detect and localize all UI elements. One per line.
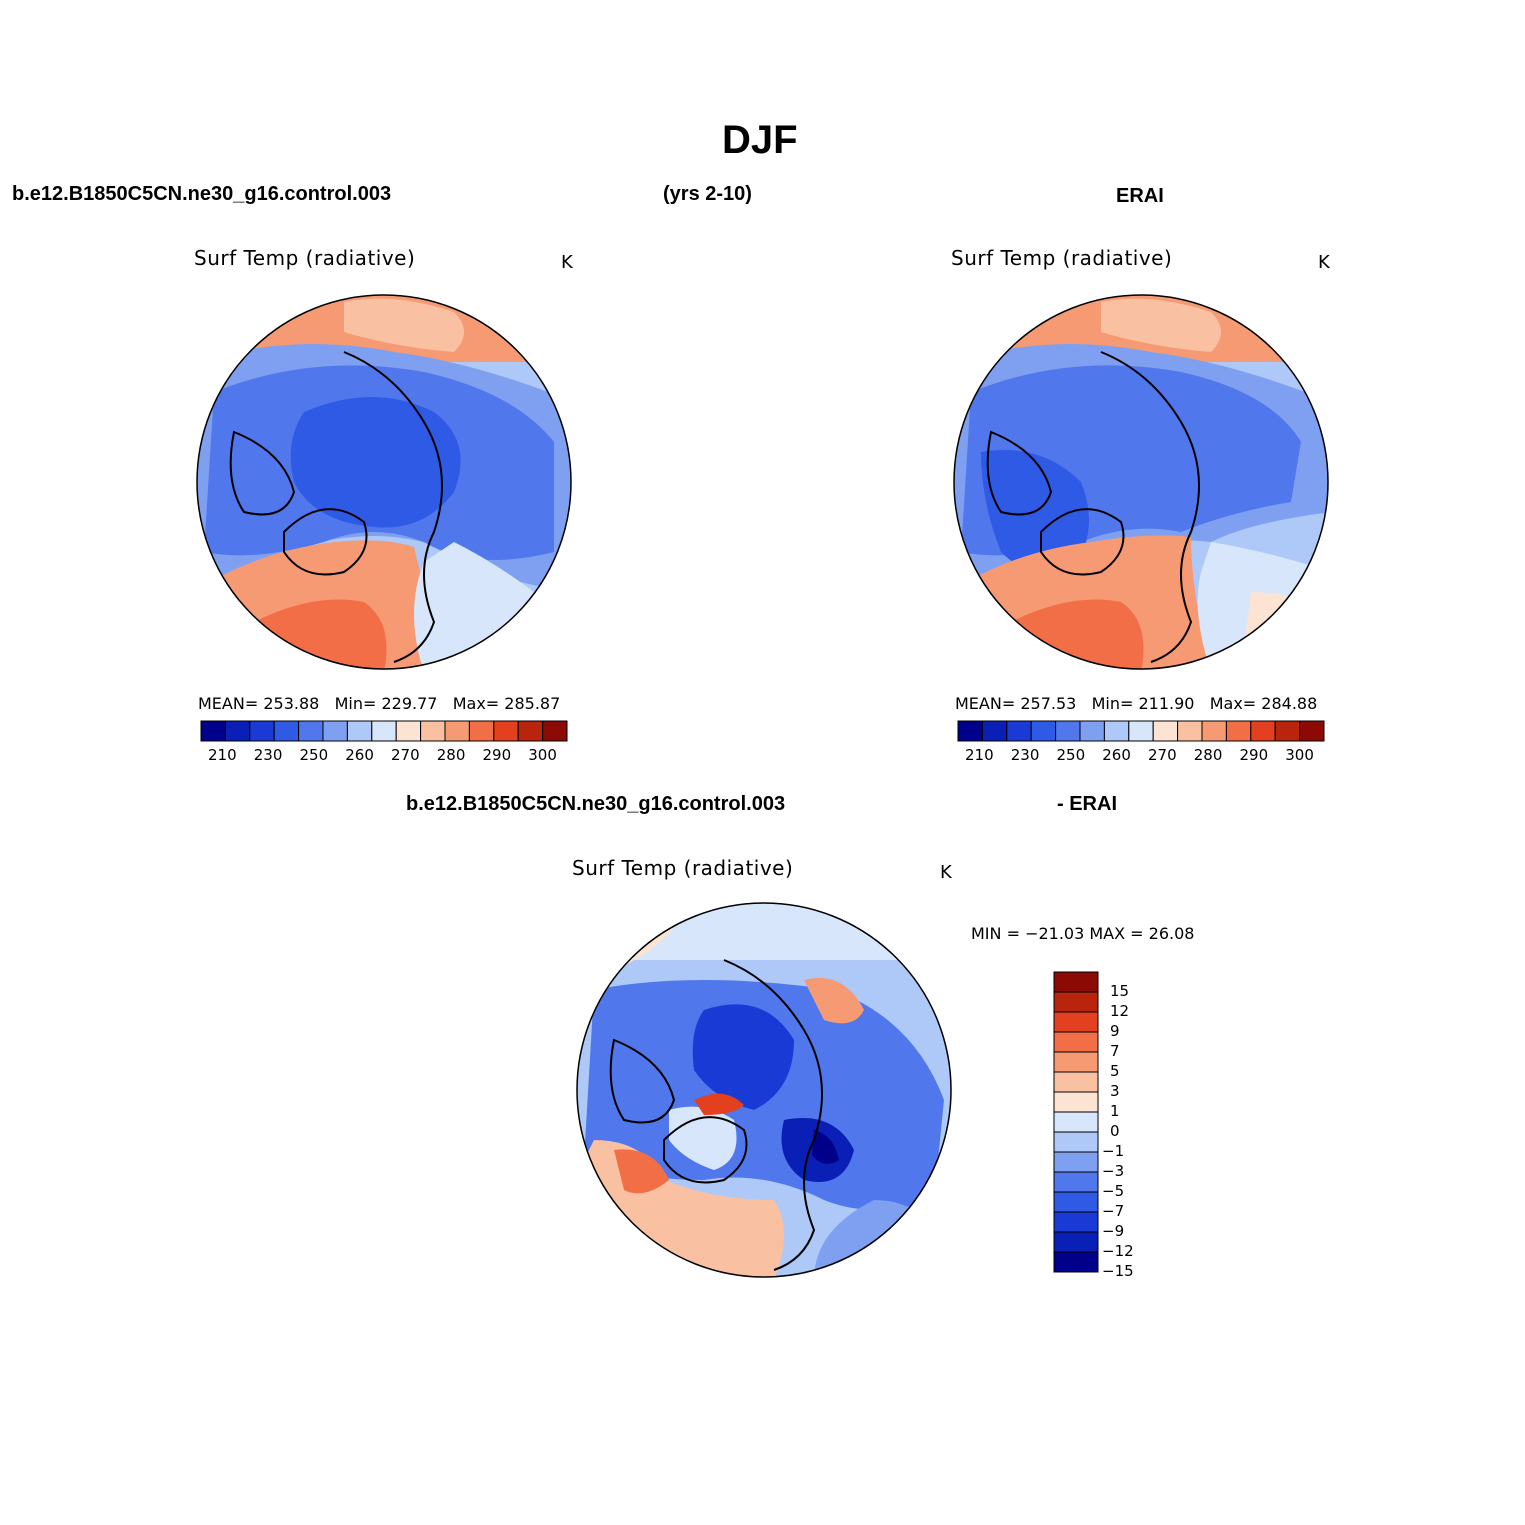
years-label: (yrs 2-10): [663, 183, 752, 205]
colorbar-tick-label: 15: [1110, 982, 1130, 1000]
colorbar-swatch: [517, 720, 544, 742]
colorbar-swatch: [1201, 720, 1227, 742]
colorbar-tick-label: 210: [965, 746, 994, 764]
colorbar-swatch: [1274, 720, 1301, 742]
colorbar-swatch: [1152, 720, 1179, 742]
colorbar-swatch: [371, 720, 397, 742]
colorbar-swatch: [273, 720, 300, 742]
colorbar-tick-label: 280: [1193, 746, 1223, 764]
colorbar-swatch: [1053, 1051, 1099, 1073]
colorbar-tick-label: 250: [1056, 746, 1086, 764]
colorbar-swatch: [1053, 1031, 1099, 1053]
colorbar-tick-label: 3: [1110, 1082, 1120, 1100]
colorbar-swatch: [1079, 720, 1105, 742]
colorbar-tick-label: 210: [208, 746, 237, 764]
colorbar-tick-label: 230: [253, 746, 283, 764]
colorbar-swatch: [1128, 720, 1154, 742]
obs-name-label: ERAI: [1116, 185, 1164, 207]
colorbar-swatch: [1103, 720, 1130, 742]
obs-polar-map: [953, 294, 1329, 670]
colorbar-tick-label: 300: [1285, 746, 1314, 764]
colorbar-tick-label: −15: [1102, 1262, 1134, 1280]
colorbar-swatch: [1053, 1071, 1099, 1093]
colorbar-swatch: [444, 720, 470, 742]
colorbar-swatch: [1053, 1131, 1099, 1153]
page-title: DJF: [722, 118, 798, 162]
colorbar-tick-label: 280: [436, 746, 466, 764]
colorbar-tick-label: 250: [299, 746, 329, 764]
colorbar-swatch: [1225, 720, 1252, 742]
colorbar-tick-label: 270: [391, 746, 420, 764]
colorbar-tick-label: 300: [528, 746, 557, 764]
colorbar-swatch: [1053, 1231, 1099, 1253]
colorbar-tick-label: 260: [345, 746, 374, 764]
colorbar-swatch: [1053, 1011, 1099, 1033]
colorbar-tick-label: −5: [1102, 1182, 1125, 1200]
colorbar-tick-label: 260: [1102, 746, 1131, 764]
colorbar-tick-label: 9: [1110, 1022, 1120, 1040]
colorbar-tick-label: −12: [1102, 1242, 1134, 1260]
diff-minmax: MIN = −21.03 MAX = 26.08: [971, 924, 1195, 943]
colorbar-tick-label: −7: [1102, 1202, 1125, 1220]
colorbar-swatch: [1053, 971, 1099, 993]
colorbar-tick-label: 7: [1110, 1042, 1120, 1060]
colorbar-tick-label: 1: [1110, 1102, 1120, 1120]
diff-polar-map: [576, 902, 952, 1278]
model-plot-title: Surf Temp (radiative): [194, 246, 416, 270]
colorbar-swatch: [1006, 720, 1032, 742]
colorbar-swatch: [1299, 720, 1325, 742]
colorbar-swatch: [1030, 720, 1057, 742]
colorbar-swatch: [1177, 720, 1203, 742]
colorbar-tick-label: 12: [1110, 1002, 1130, 1020]
obs-stats: MEAN= 257.53 Min= 211.90 Max= 284.88: [955, 694, 1318, 713]
colorbar-tick-label: −3: [1102, 1162, 1125, 1180]
colorbar-swatch: [200, 720, 226, 742]
colorbar-swatch: [1053, 1211, 1099, 1233]
colorbar-tick-label: 5: [1110, 1062, 1120, 1080]
model-colorbar: [200, 720, 568, 742]
colorbar-tick-label: 230: [1010, 746, 1040, 764]
colorbar-swatch: [542, 720, 568, 742]
colorbar-swatch: [298, 720, 324, 742]
obs-plot-title: Surf Temp (radiative): [951, 246, 1173, 270]
diff-obs-label: - ERAI: [1057, 793, 1117, 815]
colorbar-swatch: [249, 720, 275, 742]
colorbar-tick-label: 290: [482, 746, 512, 764]
colorbar-swatch: [493, 720, 519, 742]
colorbar-swatch: [981, 720, 1008, 742]
diff-case-label: b.e12.B1850C5CN.ne30_g16.control.003: [406, 793, 786, 815]
colorbar-swatch: [224, 720, 251, 742]
colorbar-swatch: [1053, 1151, 1099, 1173]
diff-plot-title: Surf Temp (radiative): [572, 856, 794, 880]
colorbar-swatch: [1053, 1251, 1099, 1273]
diff-colorbar: [1053, 971, 1099, 1273]
colorbar-tick-label: 270: [1148, 746, 1177, 764]
model-stats: MEAN= 253.88 Min= 229.77 Max= 285.87: [198, 694, 561, 713]
colorbar-swatch: [1250, 720, 1276, 742]
model-units: K: [561, 252, 573, 273]
colorbar-swatch: [395, 720, 422, 742]
obs-colorbar: [957, 720, 1325, 742]
colorbar-tick-label: −1: [1102, 1142, 1125, 1160]
diff-units: K: [940, 862, 952, 883]
colorbar-swatch: [1053, 991, 1099, 1013]
model-polar-map: [196, 294, 572, 670]
colorbar-swatch: [468, 720, 495, 742]
colorbar-swatch: [957, 720, 983, 742]
colorbar-swatch: [1053, 1191, 1099, 1213]
colorbar-swatch: [420, 720, 446, 742]
colorbar-swatch: [1053, 1171, 1099, 1193]
colorbar-swatch: [322, 720, 348, 742]
colorbar-swatch: [1053, 1091, 1099, 1113]
colorbar-swatch: [346, 720, 373, 742]
colorbar-tick-label: 290: [1239, 746, 1269, 764]
case-name-label: b.e12.B1850C5CN.ne30_g16.control.003: [12, 183, 392, 205]
obs-units: K: [1318, 252, 1330, 273]
colorbar-swatch: [1055, 720, 1081, 742]
colorbar-tick-label: −9: [1102, 1222, 1125, 1240]
colorbar-tick-label: 0: [1110, 1122, 1120, 1140]
colorbar-swatch: [1053, 1111, 1099, 1133]
